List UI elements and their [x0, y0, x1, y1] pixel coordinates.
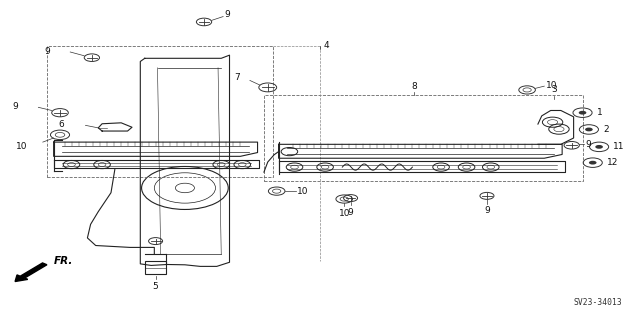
Circle shape [589, 161, 596, 165]
FancyArrow shape [15, 263, 47, 281]
Bar [47, 46, 273, 177]
Bar [264, 95, 582, 181]
Text: 10: 10 [545, 81, 557, 90]
Text: 9: 9 [484, 206, 490, 215]
Text: 6: 6 [58, 120, 64, 129]
Circle shape [579, 111, 586, 115]
Circle shape [595, 145, 603, 149]
Text: 5: 5 [153, 282, 159, 291]
Text: 7: 7 [235, 73, 241, 82]
Text: 8: 8 [412, 82, 417, 91]
Text: 9: 9 [13, 102, 19, 111]
Text: 2: 2 [603, 125, 609, 134]
Text: 9: 9 [586, 140, 591, 149]
Circle shape [585, 128, 593, 131]
Text: FR.: FR. [54, 256, 73, 266]
Text: 12: 12 [607, 158, 618, 167]
Text: 10: 10 [297, 187, 308, 196]
Text: 11: 11 [613, 142, 625, 151]
Text: 4: 4 [323, 41, 329, 49]
Text: 3: 3 [552, 85, 557, 94]
Text: SV23-34013: SV23-34013 [574, 298, 623, 307]
Text: 9: 9 [348, 208, 353, 217]
Text: 9: 9 [225, 11, 230, 19]
Bar [145, 261, 166, 274]
Text: 1: 1 [596, 108, 602, 117]
Text: 10: 10 [16, 142, 28, 151]
Text: 10: 10 [339, 209, 350, 218]
Text: 9: 9 [45, 47, 51, 56]
